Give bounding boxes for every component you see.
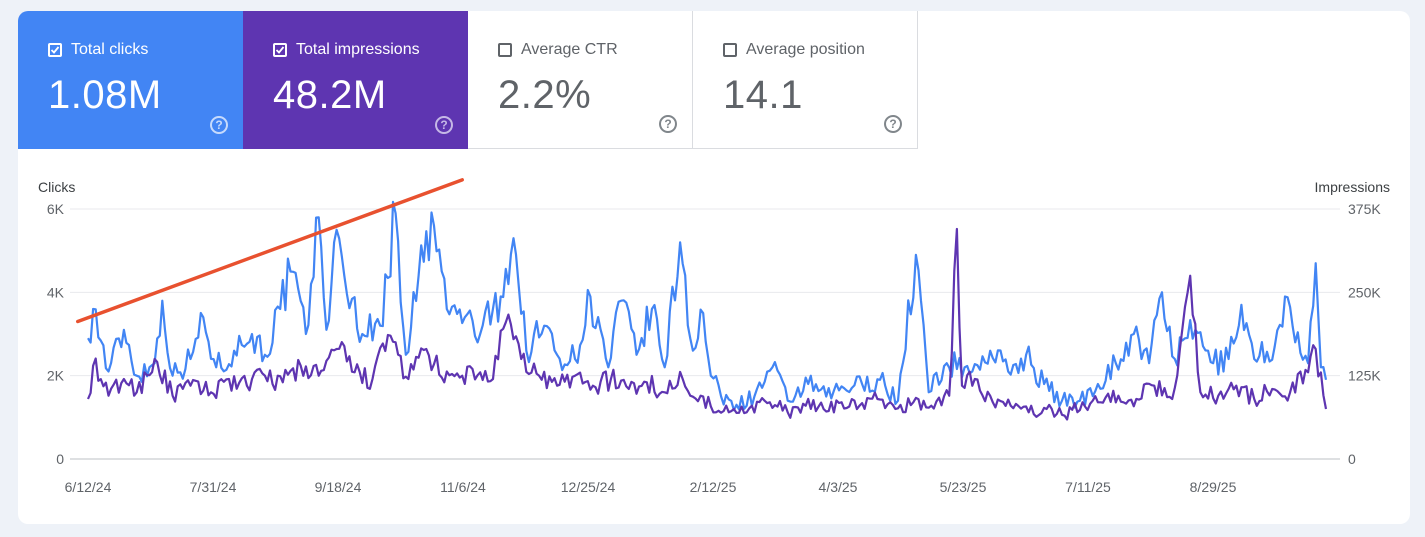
metric-label: Average CTR	[521, 41, 618, 58]
x-tick-label: 9/18/24	[315, 479, 362, 495]
x-tick-label: 6/12/24	[65, 479, 112, 495]
x-tick-label: 7/31/24	[190, 479, 237, 495]
help-icon[interactable]: ?	[659, 115, 677, 133]
metric-header: Average CTR	[498, 41, 618, 59]
metric-value: 1.08M	[48, 73, 162, 117]
help-icon[interactable]: ?	[884, 115, 902, 133]
performance-card: Total clicks 1.08M ? Total impressions 4…	[18, 11, 1410, 524]
metric-header: Total clicks	[48, 41, 148, 59]
metric-header: Average position	[723, 41, 865, 59]
impressions-series-line	[86, 227, 1328, 421]
metric-value: 48.2M	[273, 73, 387, 117]
right-tick-label: 375K	[1348, 201, 1381, 217]
annotation-layer	[75, 178, 464, 324]
clicks-series-line	[87, 200, 1328, 412]
metric-average-position[interactable]: Average position 14.1 ?	[693, 11, 918, 149]
help-icon[interactable]: ?	[435, 116, 453, 134]
x-tick-label: 12/25/24	[561, 479, 616, 495]
left-tick-label: 6K	[47, 201, 65, 217]
help-icon[interactable]: ?	[210, 116, 228, 134]
right-axis-title: Impressions	[1315, 179, 1390, 195]
metric-value: 2.2%	[498, 73, 592, 117]
x-tick-label: 4/3/25	[819, 479, 858, 495]
right-tick-label: 250K	[1348, 284, 1381, 300]
metric-value: 14.1	[723, 73, 803, 117]
series-layer	[86, 200, 1328, 421]
metric-label: Total clicks	[71, 41, 149, 58]
left-axis-ticks: 0 2K 4K 6K	[47, 201, 65, 467]
metric-average-ctr[interactable]: Average CTR 2.2% ?	[468, 11, 693, 149]
checkbox-checked-icon[interactable]	[273, 43, 287, 57]
metric-total-impressions[interactable]: Total impressions 48.2M ?	[243, 11, 468, 149]
left-tick-label: 2K	[47, 368, 65, 384]
checkbox-checked-icon[interactable]	[48, 43, 62, 57]
metric-total-clicks[interactable]: Total clicks 1.08M ?	[18, 11, 243, 149]
x-tick-label: 11/6/24	[440, 479, 486, 495]
x-tick-label: 8/29/25	[1190, 479, 1237, 495]
right-axis-ticks: 0 125K 250K 375K	[1348, 201, 1381, 467]
metric-label: Average position	[746, 41, 865, 58]
trend-annotation-line	[75, 178, 464, 324]
x-axis-ticks: 6/12/24 7/31/24 9/18/24 11/6/24 12/25/24 2/12…	[65, 479, 1237, 495]
x-tick-label: 5/23/25	[940, 479, 987, 495]
metric-header: Total impressions	[273, 41, 420, 59]
right-tick-label: 0	[1348, 451, 1356, 467]
x-tick-label: 2/12/25	[690, 479, 737, 495]
checkbox-unchecked-icon[interactable]	[498, 43, 512, 57]
metric-label: Total impressions	[296, 41, 420, 58]
x-tick-label: 7/11/25	[1065, 479, 1111, 495]
left-axis-title: Clicks	[38, 179, 75, 195]
right-tick-label: 125K	[1348, 368, 1381, 384]
performance-chart[interactable]: Clicks Impressions 0 2K 4K 6K 0 125K 250K 375K…	[18, 149, 1410, 524]
left-tick-label: 4K	[47, 284, 65, 300]
metric-tiles: Total clicks 1.08M ? Total impressions 4…	[18, 11, 918, 149]
left-tick-label: 0	[56, 451, 64, 467]
checkbox-unchecked-icon[interactable]	[723, 43, 737, 57]
